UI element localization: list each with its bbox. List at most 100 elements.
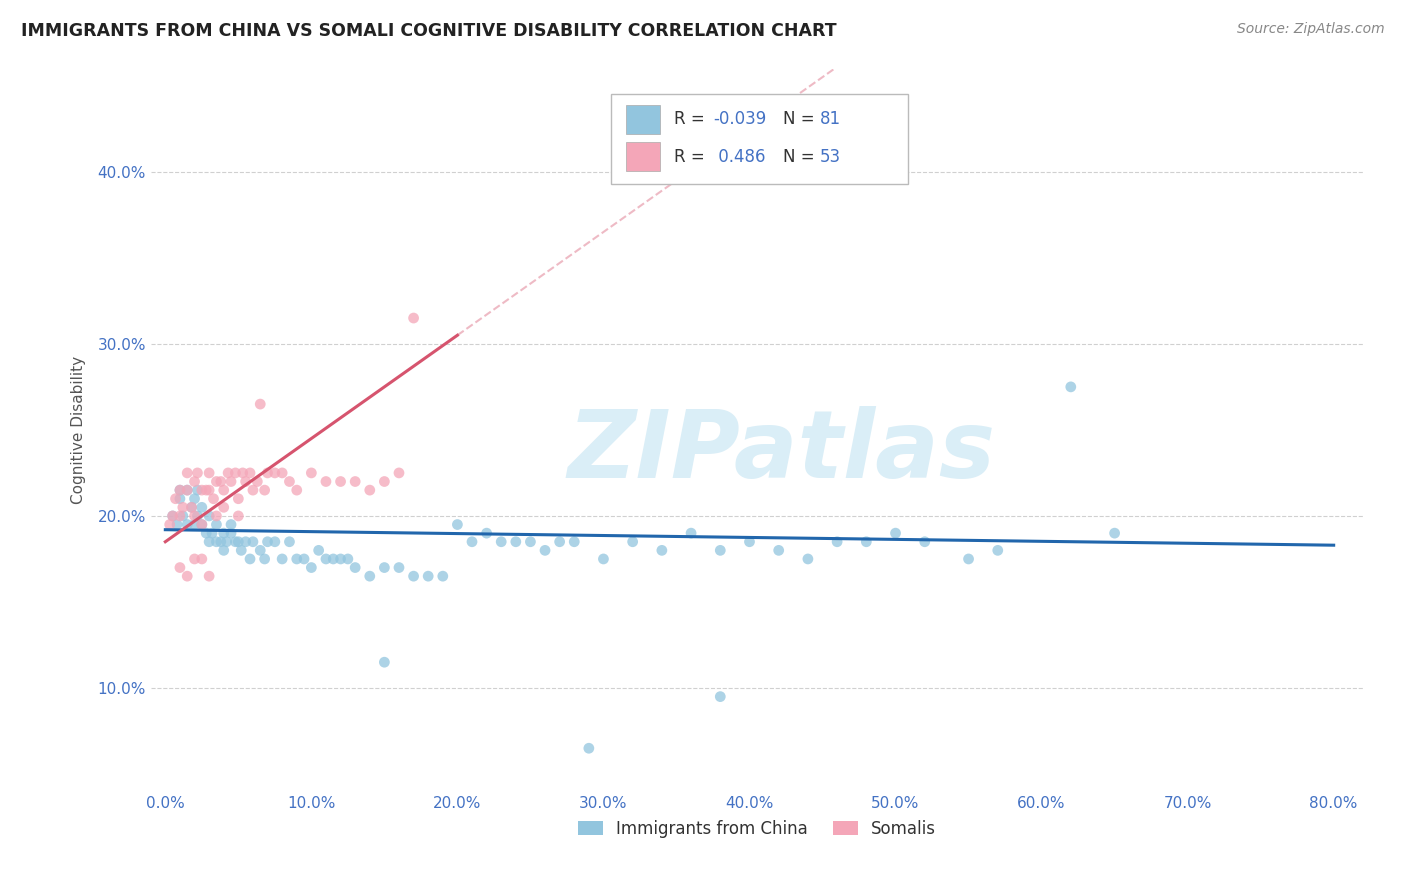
Point [219,475,242,489]
Point [172,500,194,515]
Point [263,534,285,549]
Point [180,500,202,515]
Point [224,534,246,549]
Point [162,508,184,523]
Point [191,500,214,515]
Point [205,517,228,532]
Point [373,560,395,574]
Point [239,466,262,480]
Point [285,552,308,566]
Point [308,543,330,558]
Text: -0.039: -0.039 [713,110,766,128]
Point [228,534,250,549]
Point [884,526,907,541]
Point [709,690,731,704]
Point [165,491,187,506]
Point [176,483,198,497]
Point [388,560,411,574]
Point [651,543,673,558]
Point [855,534,877,549]
Point [315,552,337,566]
Point [183,475,205,489]
Point [246,475,269,489]
Point [1104,526,1126,541]
Point [299,466,322,480]
Point [231,543,253,558]
Point [191,552,214,566]
Point [329,552,352,566]
Text: R =: R = [675,110,710,128]
Point [212,500,235,515]
Point [446,517,468,532]
Point [166,517,188,532]
Point [681,526,703,541]
Point [191,517,214,532]
Point [373,475,395,489]
Point [172,508,194,523]
Point [212,543,235,558]
Point [198,569,221,583]
Point [249,397,271,411]
Point [914,534,936,549]
Text: IMMIGRANTS FROM CHINA VS SOMALI COGNITIVE DISABILITY CORRELATION CHART: IMMIGRANTS FROM CHINA VS SOMALI COGNITIV… [21,22,837,40]
Point [212,483,235,497]
Point [219,517,242,532]
Point [329,475,352,489]
Point [797,552,820,566]
Point [768,543,790,558]
Text: ZIPatlas: ZIPatlas [567,406,995,498]
Point [169,560,191,574]
Y-axis label: Cognitive Disability: Cognitive Disability [72,356,86,504]
Point [212,526,235,541]
Point [195,526,218,541]
Point [359,569,381,583]
Point [202,491,225,506]
Text: 53: 53 [820,148,841,166]
Point [205,508,228,523]
Point [249,543,271,558]
Point [235,475,257,489]
Point [987,543,1010,558]
Point [344,475,367,489]
Point [198,483,221,497]
Point [709,543,731,558]
Point [278,475,301,489]
Point [322,552,344,566]
Point [169,483,191,497]
Point [198,508,221,523]
Point [578,741,600,756]
Point [209,475,232,489]
Point [519,534,541,549]
Point [191,483,214,497]
Point [562,534,585,549]
Point [359,483,381,497]
Point [205,475,228,489]
Text: 81: 81 [820,110,841,128]
Text: Source: ZipAtlas.com: Source: ZipAtlas.com [1237,22,1385,37]
Point [489,534,512,549]
Point [176,483,198,497]
Point [256,534,278,549]
Point [621,534,644,549]
Point [336,552,359,566]
Point [278,534,301,549]
Text: 0.486: 0.486 [713,148,766,166]
Point [253,552,276,566]
Point [235,534,257,549]
Point [219,526,242,541]
Point [183,517,205,532]
Point [242,534,264,549]
Point [299,560,322,574]
Point [548,534,571,549]
FancyBboxPatch shape [626,104,659,134]
Point [159,517,181,532]
Point [195,483,218,497]
Point [183,508,205,523]
Point [388,466,411,480]
Point [215,534,238,549]
Point [217,466,239,480]
Point [418,569,440,583]
FancyBboxPatch shape [612,94,908,184]
Text: N =: N = [783,110,820,128]
Point [180,500,202,515]
